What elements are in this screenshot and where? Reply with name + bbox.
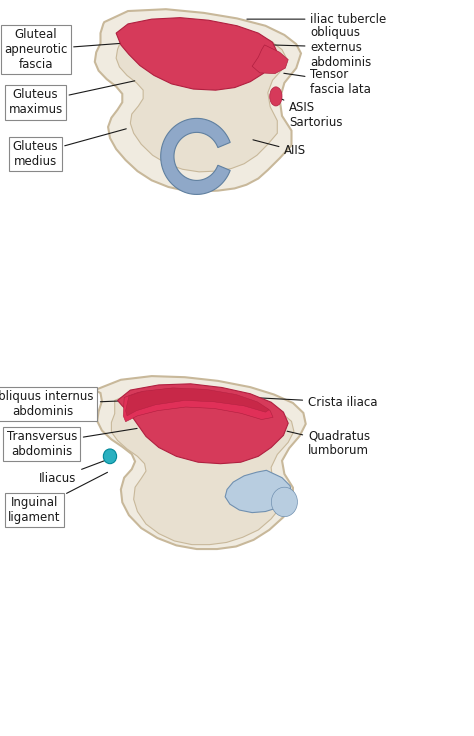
Circle shape (270, 87, 282, 106)
Polygon shape (225, 470, 292, 512)
Text: Tensor
fascia lata: Tensor fascia lata (284, 68, 371, 96)
Polygon shape (252, 45, 288, 74)
Text: Transversus
abdominis: Transversus abdominis (7, 428, 137, 458)
Text: obliquus internus
abdominis: obliquus internus abdominis (0, 390, 150, 418)
Text: obliquus
externus
abdominis: obliquus externus abdominis (273, 26, 372, 68)
Text: AIIS: AIIS (253, 140, 307, 158)
Polygon shape (116, 18, 277, 91)
Polygon shape (118, 384, 288, 464)
Ellipse shape (271, 487, 298, 517)
Text: Gluteal
apneurotic
fascia: Gluteal apneurotic fascia (4, 28, 132, 71)
Text: Gluteus
medius: Gluteus medius (13, 129, 126, 168)
Text: Iliacus: Iliacus (39, 457, 114, 485)
Text: Gluteus
maximus: Gluteus maximus (9, 81, 135, 116)
Polygon shape (126, 388, 269, 416)
Polygon shape (123, 389, 273, 422)
Text: Inguinal
ligament: Inguinal ligament (8, 473, 108, 524)
Ellipse shape (103, 449, 117, 464)
Polygon shape (95, 376, 306, 549)
Polygon shape (95, 9, 301, 191)
Text: Crista iliaca: Crista iliaca (253, 396, 378, 408)
Polygon shape (111, 389, 294, 545)
Text: iliac tubercle: iliac tubercle (247, 13, 387, 26)
Text: ASIS
Sartorius: ASIS Sartorius (278, 98, 343, 129)
Polygon shape (116, 26, 287, 172)
Polygon shape (161, 118, 230, 194)
Text: Quadratus
lumborum: Quadratus lumborum (287, 429, 370, 458)
